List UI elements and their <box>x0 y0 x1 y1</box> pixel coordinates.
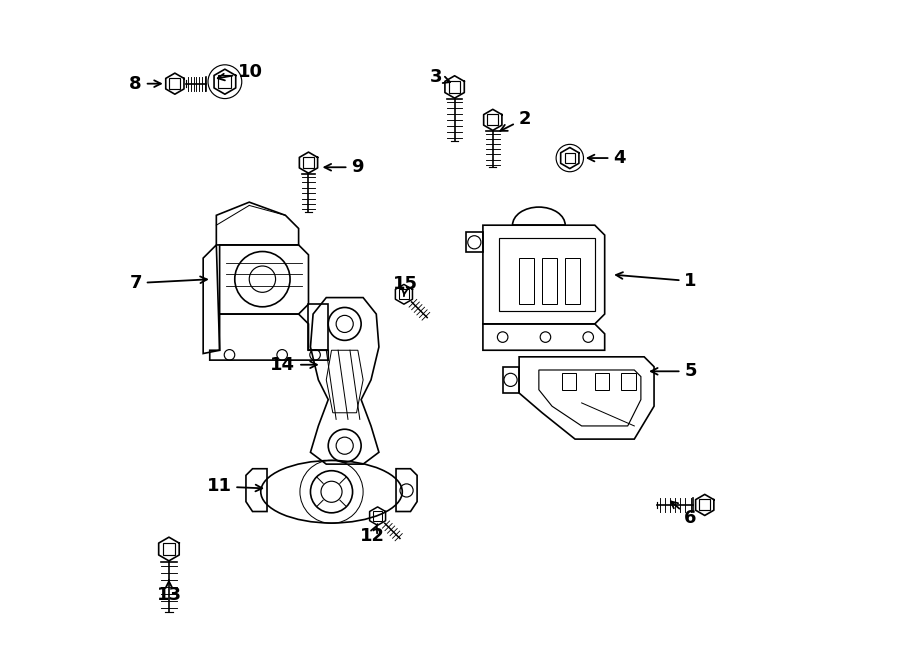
Bar <box>562 373 576 390</box>
Bar <box>500 239 595 311</box>
Bar <box>219 75 231 88</box>
Text: 11: 11 <box>206 477 262 496</box>
Text: 6: 6 <box>670 502 697 527</box>
Text: 15: 15 <box>392 276 418 296</box>
Bar <box>621 373 635 390</box>
Bar <box>373 512 382 521</box>
Bar <box>565 258 580 304</box>
Text: 5: 5 <box>651 362 697 380</box>
Text: 14: 14 <box>270 356 317 373</box>
Text: 2: 2 <box>500 110 531 131</box>
Bar <box>449 81 461 93</box>
Bar <box>487 114 499 126</box>
Bar <box>564 153 575 163</box>
Bar <box>303 157 314 168</box>
Text: 9: 9 <box>325 158 364 176</box>
Text: 10: 10 <box>218 63 263 81</box>
Bar <box>399 289 410 299</box>
Text: 13: 13 <box>157 580 182 604</box>
Bar <box>163 543 176 555</box>
Text: 4: 4 <box>588 149 626 167</box>
Bar <box>699 500 710 510</box>
Bar <box>542 258 556 304</box>
Text: 12: 12 <box>360 524 385 545</box>
Text: 3: 3 <box>429 68 450 86</box>
Bar <box>595 373 609 390</box>
Text: 8: 8 <box>130 75 161 93</box>
Bar <box>169 78 180 89</box>
Bar <box>519 258 534 304</box>
Text: 7: 7 <box>130 274 207 292</box>
Text: 1: 1 <box>616 272 697 290</box>
